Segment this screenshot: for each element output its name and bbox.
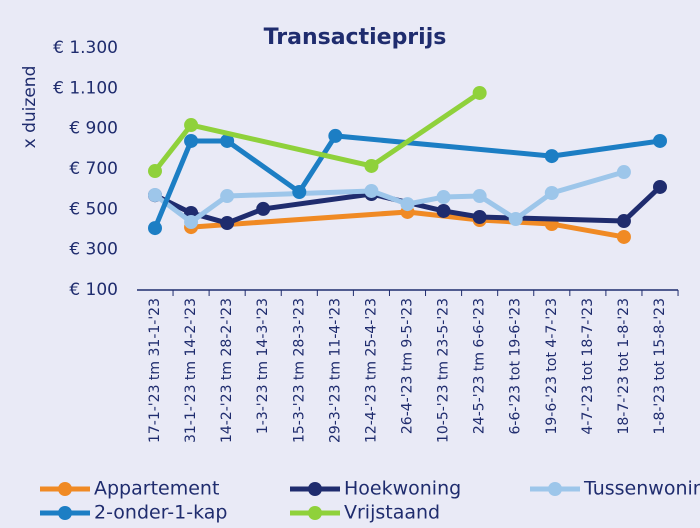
legend-label: Tussenwoning — [583, 478, 700, 500]
legend-label: Hoekwoning — [344, 478, 461, 500]
series-marker — [436, 203, 451, 218]
legend-marker — [308, 482, 322, 496]
legend-label: Vrijstaand — [344, 502, 440, 524]
series-line — [513, 190, 555, 222]
legend-marker — [58, 506, 72, 520]
series-line — [296, 133, 338, 195]
y-tick-label: € 900 — [69, 119, 118, 139]
series-marker — [472, 189, 487, 204]
x-tick-label: 19-6-'23 tot 4-7-'23 — [544, 298, 560, 435]
series-line — [152, 192, 194, 225]
series-marker — [220, 133, 235, 148]
series-marker — [616, 229, 631, 244]
y-tick-label: € 300 — [69, 240, 118, 260]
x-tick-label: 1-3-'23 tm 14-3-'23 — [255, 298, 271, 434]
x-tick-label: 6-6-'23 tot 19-6-'23 — [508, 298, 524, 435]
series-marker — [184, 133, 199, 148]
series-marker — [184, 118, 199, 133]
series-marker — [148, 221, 162, 236]
series-line — [224, 138, 302, 195]
x-tick-label: 12-4-'23 tm 25-4-'23 — [363, 298, 379, 443]
series-line — [188, 193, 230, 225]
series-line — [549, 138, 663, 159]
x-tick-label: 29-3-'23 tm 11-4-'23 — [327, 298, 343, 443]
series-marker — [616, 214, 631, 229]
series-line — [477, 214, 627, 224]
series-marker — [653, 179, 667, 194]
legend-marker — [548, 482, 562, 496]
x-tick-label: 4-7-'23 tot 18-7-'23 — [580, 298, 596, 435]
series-marker — [328, 128, 343, 143]
series-marker — [364, 158, 379, 173]
series-marker — [148, 164, 162, 179]
series-marker — [472, 209, 487, 224]
series-marker — [184, 215, 199, 230]
series-line — [152, 122, 194, 174]
x-tick-label: 31-1-'23 tm 14-2-'23 — [183, 298, 199, 443]
legend-label: Appartement — [94, 478, 219, 500]
series-marker — [544, 185, 559, 200]
series-line — [549, 169, 627, 196]
series-marker — [220, 189, 235, 204]
x-tick-label: 24-5-'23 tm 6-6-'23 — [472, 298, 488, 434]
series-line — [621, 184, 663, 224]
legend-marker — [58, 482, 72, 496]
series-line — [260, 191, 374, 212]
chart-title: Transactieprijs — [264, 25, 447, 50]
series-marker — [436, 190, 451, 205]
series-line — [368, 90, 483, 169]
x-tick-label: 14-2-'23 tm 28-2-'23 — [219, 298, 235, 443]
y-tick-label: € 100 — [69, 280, 118, 300]
x-tick-label: 17-1-'23 tm 31-1-'23 — [147, 298, 163, 443]
x-tick-label: 1-8-'23 tot 15-8-'23 — [652, 298, 668, 435]
series-line — [549, 221, 627, 240]
series-marker — [400, 197, 415, 212]
legend-label: 2-onder-1-kap — [94, 502, 227, 524]
y-axis-label: x duizend — [20, 66, 40, 149]
series-marker — [292, 184, 307, 199]
series-marker — [220, 216, 235, 231]
series-marker — [616, 165, 631, 180]
y-tick-label: € 700 — [69, 159, 118, 179]
series-line — [477, 193, 519, 222]
series-marker — [148, 188, 162, 203]
series-line — [188, 122, 374, 169]
series-marker — [544, 149, 559, 164]
x-tick-label: 18-7-'23 tot 1-8-'23 — [616, 298, 632, 435]
x-tick-label: 10-5-'23 tm 23-5-'23 — [436, 298, 452, 443]
y-tick-label: € 1.100 — [53, 78, 118, 98]
x-tick-label: 26-4-'23 tm 9-5-'23 — [400, 298, 416, 434]
y-tick-label: € 500 — [69, 199, 118, 219]
series-marker — [653, 133, 667, 148]
y-tick-label: € 1.300 — [53, 38, 118, 58]
series-marker — [256, 201, 271, 216]
series-marker — [364, 183, 379, 198]
series-line — [152, 138, 194, 231]
series-marker — [472, 85, 487, 100]
x-tick-label: 15-3-'23 tm 28-3-'23 — [291, 298, 307, 443]
series-marker — [508, 212, 523, 227]
series-line — [332, 133, 555, 159]
legend-marker — [308, 506, 322, 520]
